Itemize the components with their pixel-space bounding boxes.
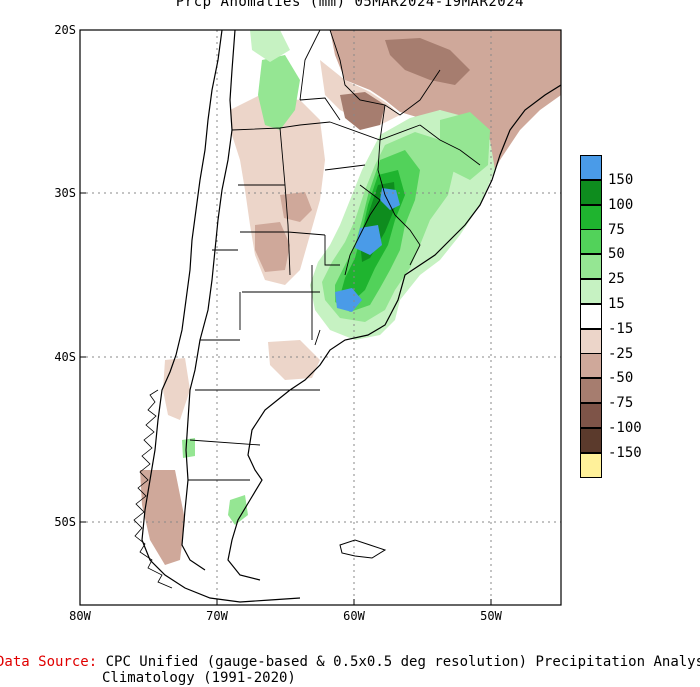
legend-swatch bbox=[580, 279, 602, 304]
legend-swatch bbox=[580, 378, 602, 404]
legend-swatch bbox=[580, 452, 602, 478]
wet-patch-patagonia-1 bbox=[228, 495, 248, 525]
legend-swatch bbox=[580, 254, 602, 280]
lat-label-30s: 30S bbox=[54, 186, 76, 200]
legend-label: -150 bbox=[608, 444, 642, 461]
climatology-text: Climatology (1991-2020) bbox=[102, 670, 296, 686]
data-source-text: CPC Unified (gauge-based & 0.5x0.5 deg r… bbox=[105, 654, 700, 670]
map-title: Prcp Anomalies (mm) 05MAR2024-19MAR2024 bbox=[175, 0, 525, 10]
legend-swatch bbox=[580, 204, 602, 230]
legend-swatch bbox=[580, 427, 602, 453]
lon-label-80w: 80W bbox=[69, 609, 91, 623]
legend-swatch bbox=[580, 229, 602, 255]
pacific-coastline bbox=[141, 30, 301, 603]
legend-label: 100 bbox=[608, 196, 634, 213]
legend-swatch bbox=[580, 155, 602, 180]
axis-ticks bbox=[80, 29, 492, 605]
legend-label: 150 bbox=[608, 172, 634, 188]
lon-label-50w: 50W bbox=[480, 609, 502, 623]
chile-fjords bbox=[133, 389, 173, 589]
legend-swatch bbox=[580, 328, 602, 354]
wet-patch-north-argentina bbox=[258, 55, 300, 130]
legend-label: 50 bbox=[608, 246, 625, 263]
data-source-footer: Data Source: CPC Unified (gauge-based & … bbox=[0, 654, 700, 686]
coastlines-and-borders bbox=[133, 30, 561, 603]
legend-swatch bbox=[580, 403, 602, 428]
wet-patch-patagonia-2 bbox=[182, 438, 195, 458]
legend-label: -50 bbox=[608, 370, 634, 387]
lat-label-40s: 40S bbox=[54, 350, 76, 364]
legend-label: 15 bbox=[608, 296, 625, 312]
data-source-label: Data Source: bbox=[0, 654, 98, 670]
legend-label: -15 bbox=[608, 320, 634, 337]
legend-swatch bbox=[580, 303, 602, 329]
legend-label: -100 bbox=[608, 420, 642, 436]
map-frame bbox=[79, 29, 562, 606]
map-gridlines bbox=[80, 30, 561, 605]
atlantic-coastline bbox=[227, 84, 561, 581]
legend-swatch bbox=[580, 179, 602, 205]
dry-anomaly-core-northeast bbox=[385, 38, 470, 85]
legend-label: -75 bbox=[608, 395, 634, 412]
lat-label-50s: 50S bbox=[54, 515, 76, 529]
dry-patch-central-argentina bbox=[268, 340, 320, 380]
lat-label-20s: 20S bbox=[54, 23, 76, 37]
legend-label: 75 bbox=[608, 221, 625, 238]
dry-anomaly-region-north bbox=[330, 30, 561, 235]
dry-anomaly-core-paraguay bbox=[340, 92, 385, 130]
legend-label: -25 bbox=[608, 345, 634, 362]
dry-anomaly-core-catamarca bbox=[280, 192, 312, 222]
wet-patch-north-argentina-inner bbox=[250, 30, 290, 62]
dry-patch-southern-chile bbox=[140, 470, 185, 565]
regional-borders bbox=[329, 30, 481, 276]
andes-border bbox=[181, 30, 236, 571]
lon-label-70w: 70W bbox=[206, 609, 228, 623]
falkland-islands bbox=[339, 539, 387, 559]
wet-anomaly-extreme-south bbox=[335, 288, 362, 312]
anomaly-shading bbox=[140, 30, 561, 565]
lon-label-60w: 60W bbox=[343, 609, 365, 623]
legend-swatch bbox=[580, 353, 602, 379]
dry-anomaly-core-cordoba bbox=[255, 222, 290, 272]
light-dry-region-argentina bbox=[230, 95, 325, 285]
legend-label: 25 bbox=[608, 271, 625, 288]
